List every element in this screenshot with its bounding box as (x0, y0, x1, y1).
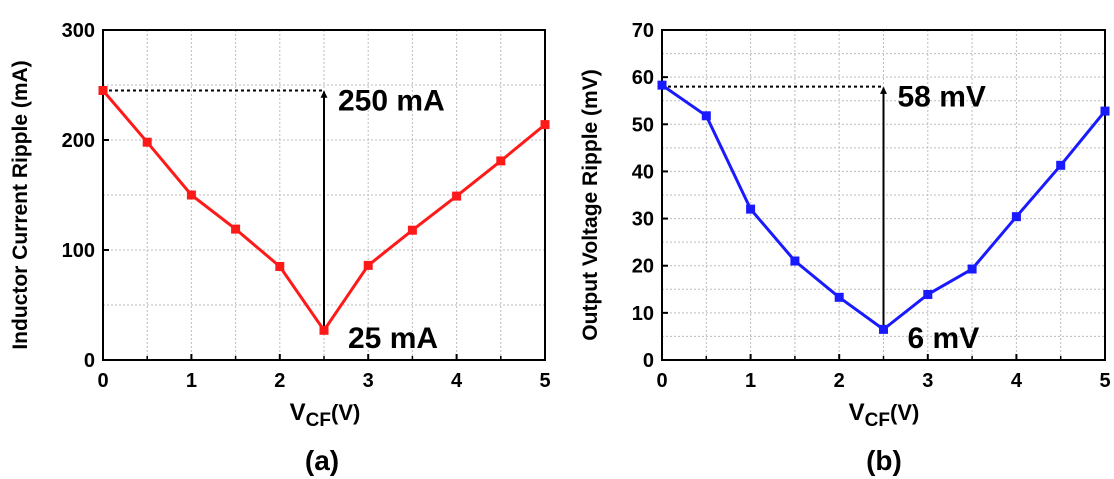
y-tick-label: 60 (632, 67, 654, 89)
x-tick-label: 3 (363, 370, 374, 392)
data-point (657, 80, 667, 90)
data-point (319, 325, 329, 335)
min-value-label: 6 mV (908, 322, 980, 355)
data-point (746, 204, 756, 214)
data-point (452, 191, 462, 201)
y-tick-label: 20 (632, 256, 654, 278)
chart-a: 0 1 2 3 4 5 0 100 200 300 Inductor Current Ripple … (9, 20, 551, 476)
x-axis-label: VCF(V) (849, 399, 920, 431)
y-axis-label: Inductor Current Ripple (mA) (9, 60, 32, 349)
y-axis-label: Output Voltage Ripple (mV) (579, 69, 602, 340)
x-axis-label: VCF(V) (290, 399, 361, 431)
y-tick-label: 50 (632, 114, 654, 136)
panel-label: (b) (866, 445, 902, 476)
data-point (407, 225, 417, 235)
data-point (98, 86, 108, 95)
data-point (790, 256, 800, 266)
x-tick-label: 1 (745, 370, 756, 392)
data-point (879, 324, 888, 334)
data-point (275, 262, 285, 271)
x-tick-label: 5 (539, 370, 550, 392)
y-tick-label: 30 (632, 209, 654, 231)
min-value-label: 25 mA (348, 322, 438, 355)
data-point (186, 190, 196, 200)
data-point (231, 224, 241, 234)
x-tick-label: 5 (1099, 370, 1110, 392)
x-axis-label-main: V (849, 399, 865, 426)
y-tick-label: 0 (643, 350, 654, 372)
x-tick-label: 2 (274, 370, 285, 392)
x-axis-label-subscript: CF (306, 410, 331, 431)
x-tick-label: 4 (451, 370, 463, 392)
x-axis-label-subscript: CF (865, 410, 890, 431)
y-tick-label: 100 (62, 240, 95, 262)
x-axis-label-unit: (V) (331, 400, 360, 425)
data-point (834, 292, 844, 302)
data-point (701, 111, 711, 121)
data-point (496, 156, 506, 166)
data-point (1100, 106, 1110, 116)
y-tick-label: 200 (62, 130, 95, 152)
panel-label: (a) (305, 445, 339, 476)
data-point (540, 120, 550, 130)
x-tick-label: 0 (97, 370, 108, 392)
axis-ticks: 0 1 2 3 4 5 0 100 200 300 (62, 20, 551, 392)
x-tick-label: 4 (1011, 370, 1023, 392)
max-value-label: 250 mA (338, 85, 445, 118)
y-tick-label: 40 (632, 161, 654, 183)
y-tick-label: 0 (84, 350, 95, 372)
max-value-label: 58 mV (898, 81, 986, 114)
data-point (142, 137, 152, 147)
data-point (967, 264, 977, 274)
x-axis-label-unit: (V) (890, 400, 919, 425)
x-tick-label: 2 (834, 370, 845, 392)
data-point (1011, 212, 1021, 222)
data-point (363, 260, 373, 270)
x-tick-label: 0 (656, 370, 667, 392)
x-tick-label: 1 (186, 370, 197, 392)
data-point (923, 289, 933, 299)
x-axis-label-main: V (290, 399, 306, 426)
x-tick-label: 3 (922, 370, 933, 392)
y-tick-label: 300 (62, 20, 95, 42)
y-tick-label: 10 (632, 303, 654, 325)
data-point (1056, 160, 1066, 170)
y-tick-label: 70 (632, 20, 654, 42)
